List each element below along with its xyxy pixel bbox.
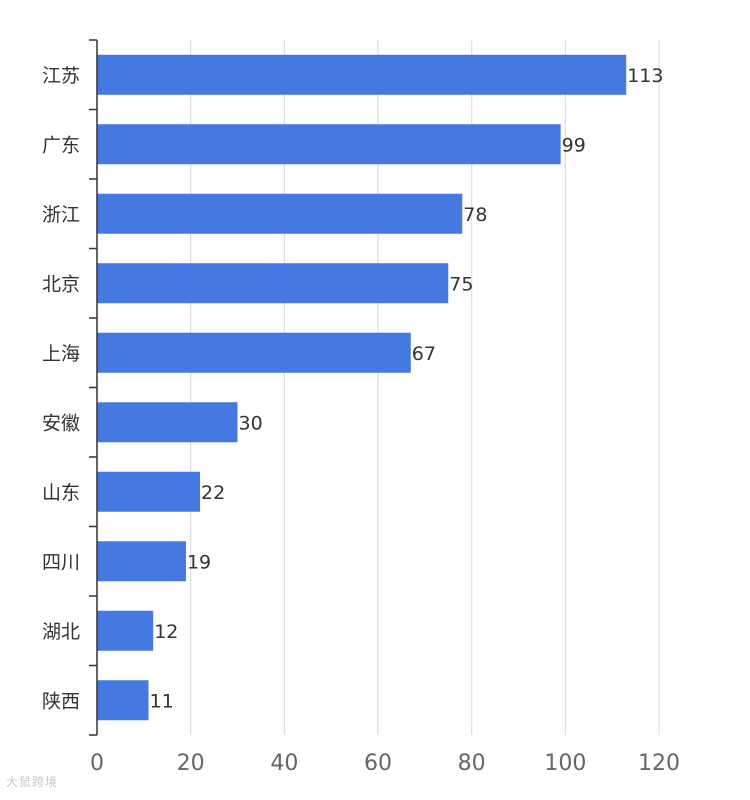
category-label-6: 山东 (42, 482, 80, 504)
value-label-3: 75 (449, 273, 473, 295)
bar-6 (97, 471, 201, 512)
value-label-1: 99 (562, 134, 586, 156)
watermark-text: 大鼠跨境 (6, 775, 59, 789)
category-label-1: 广东 (42, 134, 80, 156)
bar-5 (97, 402, 238, 443)
category-label-4: 上海 (42, 343, 80, 365)
bar-4 (97, 332, 411, 373)
category-label-8: 湖北 (42, 621, 80, 643)
x-tick-label-80: 80 (458, 751, 486, 776)
x-tick-label-60: 60 (364, 751, 392, 776)
x-tick-label-100: 100 (544, 751, 586, 776)
bar-3 (97, 263, 449, 304)
bar-7 (97, 541, 186, 582)
x-tick-label-20: 20 (177, 751, 205, 776)
category-label-2: 浙江 (42, 204, 80, 226)
category-label-0: 江苏 (42, 65, 80, 87)
value-label-4: 67 (412, 343, 436, 365)
value-label-0: 113 (627, 65, 663, 87)
x-tick-label-40: 40 (270, 751, 298, 776)
bar-0 (97, 54, 627, 95)
category-label-7: 四川 (42, 551, 80, 573)
value-label-7: 19 (187, 551, 211, 573)
x-tick-label-0: 0 (90, 751, 104, 776)
value-label-9: 11 (150, 690, 174, 712)
category-label-3: 北京 (42, 273, 80, 295)
value-label-6: 22 (201, 482, 225, 504)
bar-1 (97, 124, 561, 165)
bar-9 (97, 680, 149, 721)
bar-2 (97, 193, 463, 234)
x-tick-label-120: 120 (638, 751, 680, 776)
category-label-9: 陕西 (42, 690, 80, 712)
value-label-5: 30 (239, 412, 263, 434)
value-label-8: 12 (154, 621, 178, 643)
bar-8 (97, 610, 154, 651)
value-label-2: 78 (463, 204, 487, 226)
category-label-5: 安徽 (42, 412, 80, 434)
